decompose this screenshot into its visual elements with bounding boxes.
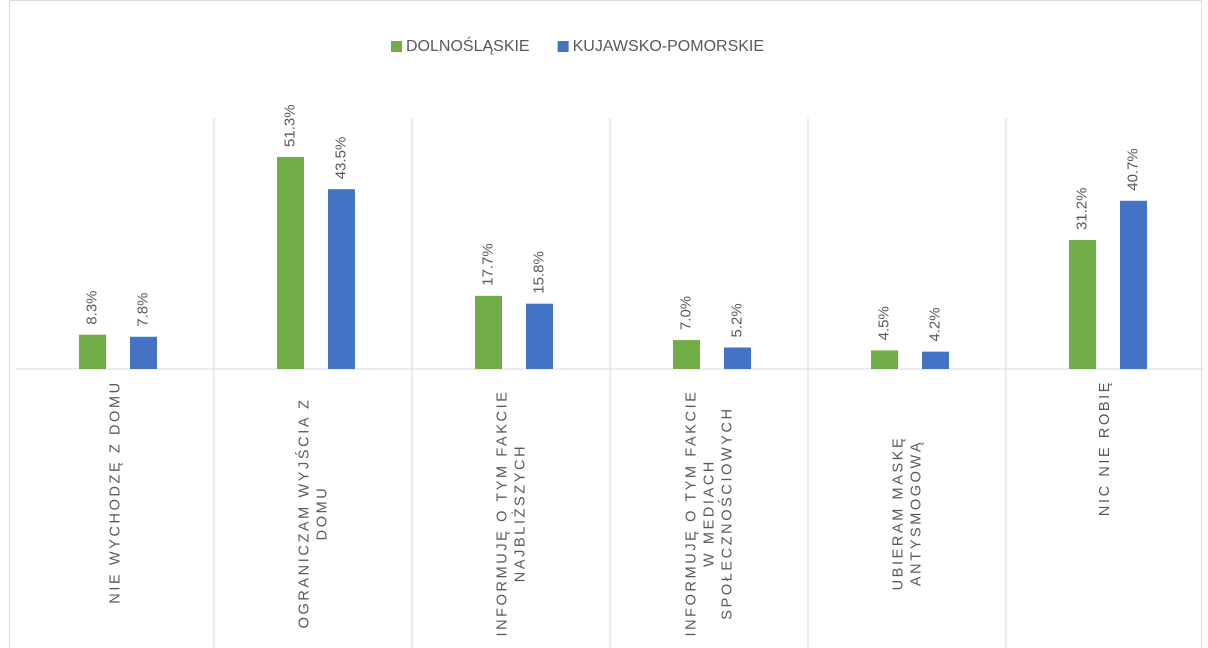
- x-tick-label: INFORMUJĘ O TYM FAKCIE NAJBLIŻSZYCH: [494, 388, 528, 637]
- bar: [79, 334, 106, 369]
- value-label: 17.7%: [479, 243, 496, 286]
- legend-swatch: [391, 41, 402, 52]
- bar: [277, 156, 304, 369]
- value-label: 8.3%: [83, 290, 100, 324]
- x-tick-label: INFORMUJĘ O TYM FAKCIE W MEDIACH SPOŁECZ…: [683, 388, 735, 637]
- legend-swatch: [557, 41, 569, 52]
- bar: [130, 336, 157, 369]
- bar: [328, 189, 355, 369]
- value-label: 7.8%: [134, 293, 151, 327]
- bar: [724, 347, 751, 369]
- value-label: 4.2%: [926, 307, 943, 341]
- chart-frame: [9, 0, 1202, 648]
- bar: [475, 295, 502, 369]
- x-tick-label: UBIERAM MASKĘ ANTYSMOGOWĄ: [890, 435, 924, 590]
- bar: [673, 340, 700, 369]
- value-label: 31.2%: [1073, 187, 1090, 230]
- bar: [1120, 200, 1147, 369]
- legend-label: KUJAWSKO-POMORSKIE: [573, 38, 764, 55]
- legend-label: DOLNOŚLĄSKIE: [406, 36, 530, 55]
- bar: [1069, 240, 1096, 369]
- value-label: 51.3%: [281, 104, 298, 147]
- value-label: 43.5%: [332, 137, 349, 180]
- value-label: 7.0%: [677, 296, 694, 330]
- value-label: 15.8%: [530, 251, 547, 294]
- x-tick-label: NIC NIE ROBIĘ: [1097, 379, 1114, 517]
- bar: [526, 303, 553, 369]
- x-tick-label: NIE WYCHODZĘ Z DOMU: [107, 379, 124, 604]
- bar: [871, 350, 898, 369]
- value-label: 40.7%: [1124, 148, 1141, 191]
- x-tick-label: OGRANICZAM WYJŚCIA Z DOMU: [296, 397, 330, 628]
- value-label: 4.5%: [875, 306, 892, 340]
- value-label: 5.2%: [728, 303, 745, 337]
- bar: [922, 351, 949, 369]
